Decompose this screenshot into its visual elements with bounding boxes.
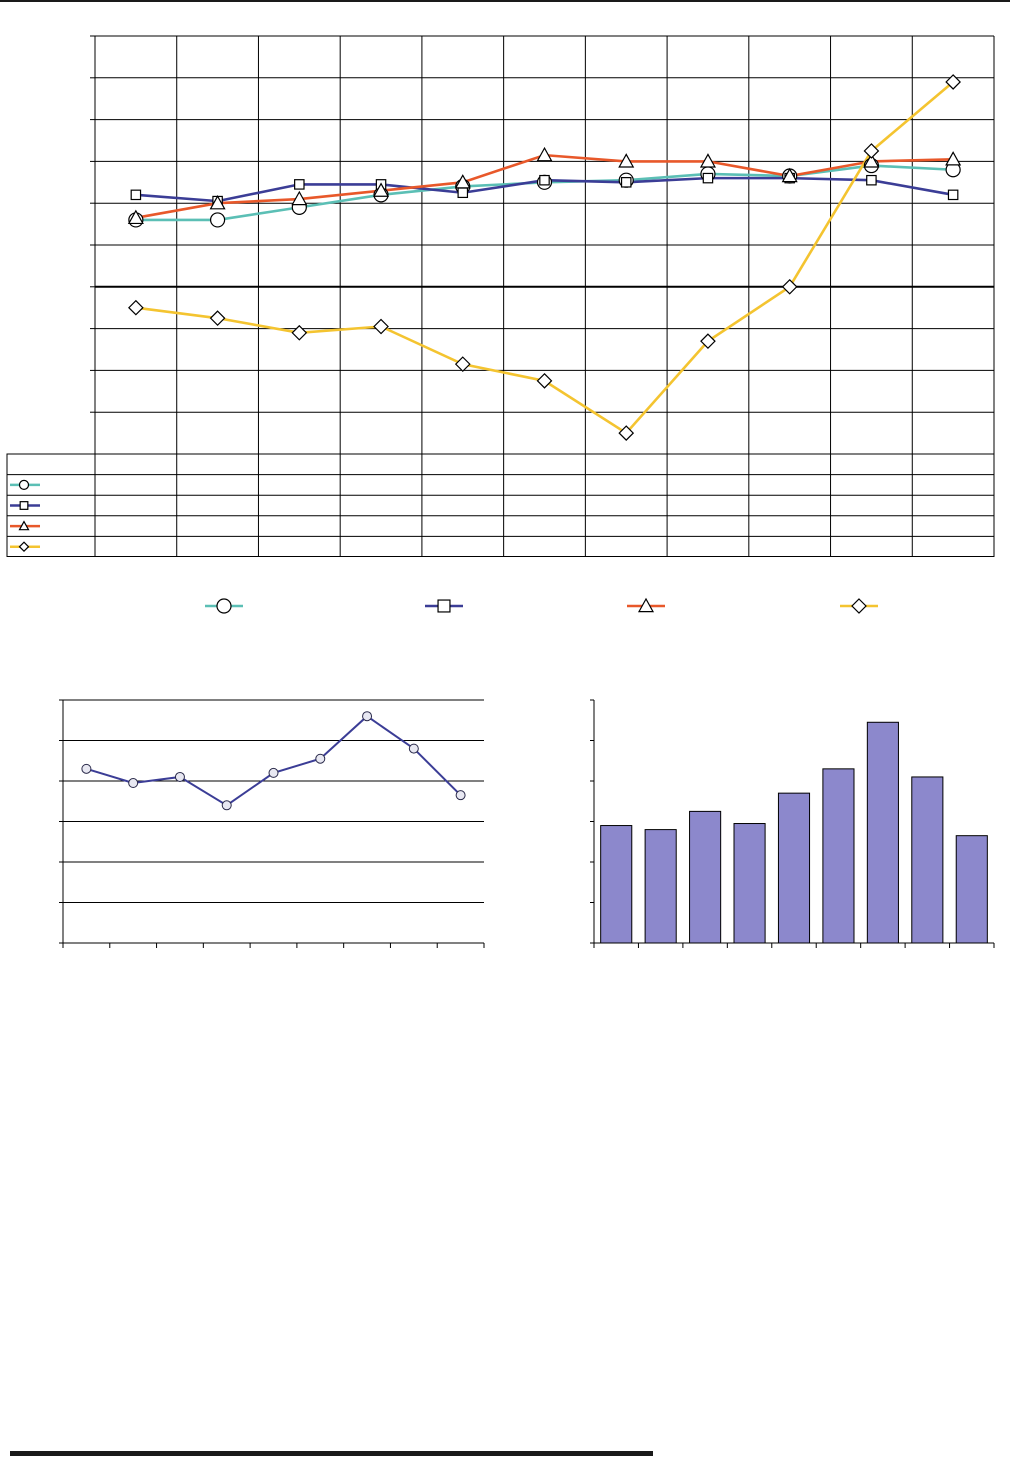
data-point-circle [209, 212, 226, 228]
data-point-triangle [618, 153, 635, 168]
legend-key-marker [851, 598, 867, 614]
data-point-diamond [454, 356, 471, 372]
small-line-point [174, 771, 185, 782]
data-point-square [866, 174, 877, 186]
data-table-legend-key-marker [19, 501, 29, 510]
data-point-triangle [699, 153, 716, 168]
legend-key-marker [437, 599, 451, 613]
data-point-diamond [373, 318, 389, 335]
data-point-diamond [781, 278, 798, 295]
data-point-diamond [618, 425, 635, 441]
legend-key-marker [216, 598, 232, 614]
data-table-legend-key-marker [18, 479, 30, 490]
data-point-triangle [209, 194, 226, 210]
data-point-triangle [945, 151, 962, 166]
small-bar [822, 768, 855, 944]
data-point-triangle [127, 209, 144, 225]
data-point-triangle [781, 167, 798, 183]
small-line-point [128, 778, 139, 789]
data-point-triangle [373, 182, 390, 197]
data-point-triangle [863, 153, 880, 168]
data-point-diamond [945, 74, 961, 90]
data-point-diamond [291, 324, 308, 341]
data-point-square [702, 172, 714, 184]
main-line-chart [6, 35, 995, 614]
small-line-point [315, 753, 326, 764]
legend-key-marker [637, 597, 655, 613]
small-line-point [268, 767, 279, 778]
small-line-point [81, 763, 92, 774]
data-point-triangle [536, 146, 553, 162]
data-table-legend-key-marker [18, 541, 30, 553]
data-point-square [539, 174, 550, 186]
data-point-square [130, 189, 142, 201]
data-point-triangle [454, 174, 471, 189]
small-bar [911, 776, 944, 944]
small-bar [866, 721, 899, 944]
small-line-point [455, 790, 466, 801]
small-line-point [221, 800, 232, 811]
data-point-diamond [700, 333, 716, 349]
data-point-square [947, 189, 959, 201]
data-point-square [620, 177, 632, 188]
small-bar [777, 792, 811, 944]
small-bar [733, 823, 766, 944]
data-point-diamond [209, 310, 226, 326]
small-line-point [362, 711, 373, 722]
small-bar [600, 825, 633, 944]
data-point-triangle [291, 190, 308, 206]
small-bar [955, 835, 988, 944]
top-rule [0, 0, 1010, 2]
small-line-point [408, 743, 419, 754]
data-point-diamond [863, 143, 880, 159]
bottom-rule [10, 1451, 653, 1456]
data-table-legend-key-marker [18, 520, 30, 531]
data-point-square [294, 179, 305, 190]
small-bar [644, 829, 677, 944]
data-point-diamond [536, 373, 553, 389]
small-bar [689, 810, 722, 944]
data-point-diamond [128, 299, 144, 316]
